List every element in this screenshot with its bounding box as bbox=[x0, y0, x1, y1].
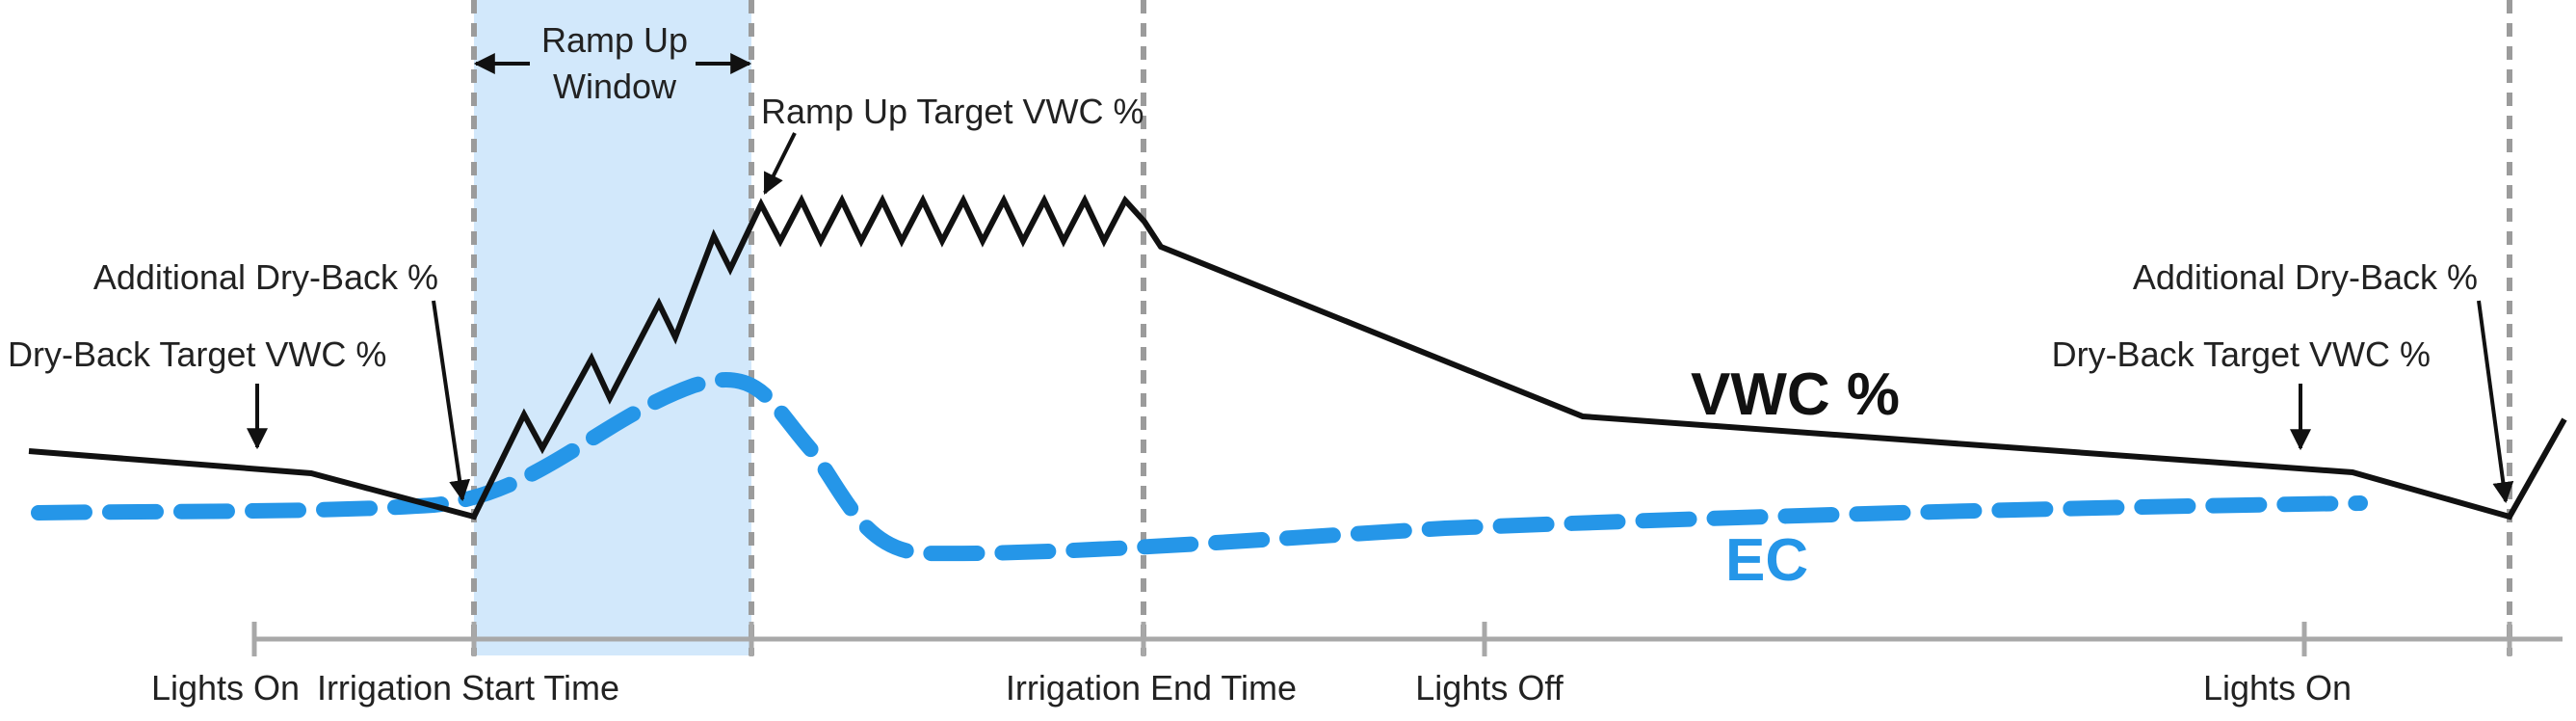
ec-series-label: EC bbox=[1725, 527, 1808, 594]
timeline-axis bbox=[251, 622, 2563, 656]
timeline-lights-on-1: Lights On bbox=[151, 668, 300, 708]
timeline-irrigation-start: Irrigation Start Time bbox=[317, 668, 619, 708]
ramp-up-target-arrow bbox=[763, 132, 797, 195]
window-title-line1: Ramp Up bbox=[541, 20, 688, 60]
additional-dry-back-left-label: Additional Dry-Back % bbox=[93, 257, 438, 297]
annotation-arrows bbox=[247, 53, 2514, 504]
ec-curve bbox=[31, 372, 2368, 562]
additional-dry-back-right-label: Additional Dry-Back % bbox=[2133, 257, 2478, 297]
additional-dry-back-right-arrow bbox=[2477, 300, 2514, 504]
dry-back-target-right-label: Dry-Back Target VWC % bbox=[2052, 334, 2431, 374]
timeline-lights-on-2: Lights On bbox=[2203, 668, 2352, 708]
window-title-line2: Window bbox=[553, 67, 677, 106]
additional-dry-back-left-arrow bbox=[432, 300, 471, 502]
ramp-up-window-shading bbox=[474, 0, 751, 655]
vwc-curve bbox=[28, 194, 2567, 521]
timeline-lights-off: Lights Off bbox=[1415, 668, 1564, 708]
time-dividers bbox=[471, 0, 2512, 655]
timeline-irrigation-end: Irrigation End Time bbox=[1006, 668, 1297, 708]
dry-back-target-left-label: Dry-Back Target VWC % bbox=[8, 334, 386, 374]
vwc-series-label: VWC % bbox=[1691, 361, 1900, 428]
ramp-up-target-label: Ramp Up Target VWC % bbox=[761, 92, 1143, 131]
